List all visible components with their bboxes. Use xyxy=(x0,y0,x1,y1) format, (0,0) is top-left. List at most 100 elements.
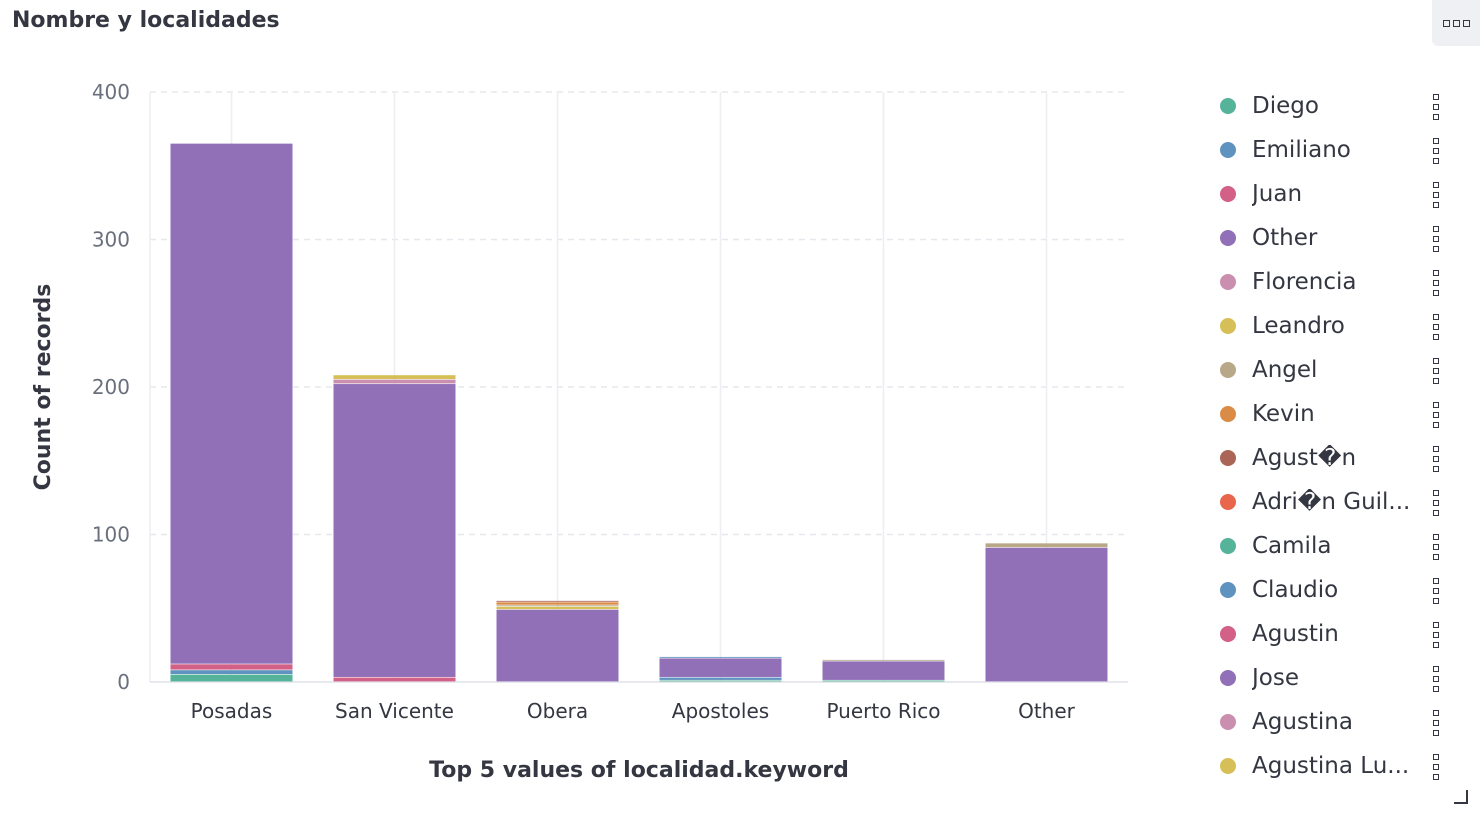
y-tick-label: 200 xyxy=(92,375,130,399)
actions-dot-icon xyxy=(1433,412,1439,418)
legend-item-actions-icon[interactable] xyxy=(1432,402,1440,428)
actions-dot-icon xyxy=(1433,686,1439,692)
actions-dot-icon xyxy=(1433,114,1439,120)
actions-dot-icon xyxy=(1433,324,1439,330)
legend-color-dot-icon xyxy=(1220,494,1236,510)
legend-item-actions-icon[interactable] xyxy=(1432,754,1440,780)
legend-item[interactable]: Emiliano xyxy=(1212,128,1452,172)
legend-item-actions-icon[interactable] xyxy=(1432,94,1440,120)
bar-segment xyxy=(659,656,782,658)
legend-item[interactable]: Angel xyxy=(1212,348,1452,392)
actions-dot-icon xyxy=(1433,138,1439,144)
legend-item-actions-icon[interactable] xyxy=(1432,270,1440,296)
actions-dot-icon xyxy=(1433,622,1439,628)
bar-segment xyxy=(659,677,782,680)
legend-item[interactable]: Camila xyxy=(1212,524,1452,568)
resize-handle-icon[interactable] xyxy=(1454,790,1468,804)
legend-label: Claudio xyxy=(1252,577,1339,603)
legend-item[interactable]: Agustina xyxy=(1212,700,1452,744)
legend-item-actions-icon[interactable] xyxy=(1432,358,1440,384)
actions-dot-icon xyxy=(1433,158,1439,164)
legend-item-actions-icon[interactable] xyxy=(1432,314,1440,340)
y-tick-label: 400 xyxy=(92,80,130,104)
legend-label: Adri�n Guil... xyxy=(1252,489,1411,515)
legend-item-actions-icon[interactable] xyxy=(1432,578,1440,604)
legend-item[interactable]: Diego xyxy=(1212,84,1452,128)
actions-dot-icon xyxy=(1433,720,1439,726)
legend-label: Juan xyxy=(1252,181,1303,207)
bar-segment xyxy=(496,602,619,605)
legend-color-dot-icon xyxy=(1220,538,1236,554)
legend-color-dot-icon xyxy=(1220,582,1236,598)
actions-dot-icon xyxy=(1433,290,1439,296)
panel-title: Nombre y localidades xyxy=(12,8,280,33)
legend-item-actions-icon[interactable] xyxy=(1432,622,1440,648)
legend-color-dot-icon xyxy=(1220,186,1236,202)
legend-color-dot-icon xyxy=(1220,406,1236,422)
panel-options-button[interactable] xyxy=(1432,0,1480,46)
actions-dot-icon xyxy=(1433,490,1439,496)
legend-color-dot-icon xyxy=(1220,758,1236,774)
legend-color-dot-icon xyxy=(1220,230,1236,246)
legend-color-dot-icon xyxy=(1220,142,1236,158)
legend-item-actions-icon[interactable] xyxy=(1432,226,1440,252)
actions-dot-icon xyxy=(1433,754,1439,760)
bar-segment xyxy=(333,375,456,380)
chart-legend: Diego Emiliano Juan Other Florencia Leandro An… xyxy=(1212,84,1452,800)
legend-item[interactable]: Agustin xyxy=(1212,612,1452,656)
legend-item-actions-icon[interactable] xyxy=(1432,534,1440,560)
legend-item-actions-icon[interactable] xyxy=(1432,138,1440,164)
legend-item[interactable]: Florencia xyxy=(1212,260,1452,304)
legend-label: Leandro xyxy=(1252,313,1345,339)
legend-item[interactable]: Agustina Lu... xyxy=(1212,744,1452,788)
actions-dot-icon xyxy=(1433,182,1439,188)
legend-label: Agustina Lu... xyxy=(1252,753,1410,779)
legend-item[interactable]: Agust�n xyxy=(1212,436,1452,480)
bar-segment xyxy=(170,143,293,664)
actions-dot-icon xyxy=(1433,578,1439,584)
actions-dot-icon xyxy=(1433,270,1439,276)
legend-item-actions-icon[interactable] xyxy=(1432,182,1440,208)
legend-label: Florencia xyxy=(1252,269,1357,295)
legend-color-dot-icon xyxy=(1220,626,1236,642)
legend-item[interactable]: Adri�n Guil... xyxy=(1212,480,1452,524)
actions-dot-icon xyxy=(1433,246,1439,252)
legend-color-dot-icon xyxy=(1220,670,1236,686)
actions-dot-icon xyxy=(1433,598,1439,604)
y-tick-label: 300 xyxy=(92,228,130,252)
actions-dot-icon xyxy=(1433,632,1439,638)
actions-dot-icon xyxy=(1433,358,1439,364)
legend-item-actions-icon[interactable] xyxy=(1432,666,1440,692)
legend-item[interactable]: Juan xyxy=(1212,172,1452,216)
actions-dot-icon xyxy=(1433,500,1439,506)
bar-segment xyxy=(333,379,456,384)
legend-item-actions-icon[interactable] xyxy=(1432,710,1440,736)
bar-segment xyxy=(170,664,293,670)
actions-dot-icon xyxy=(1433,554,1439,560)
legend-label: Other xyxy=(1252,225,1318,251)
options-dot-icon xyxy=(1462,19,1470,27)
bar-segment xyxy=(659,680,782,682)
actions-dot-icon xyxy=(1433,280,1439,286)
bar-segment xyxy=(496,600,619,602)
x-axis-title: Top 5 values of localidad.keyword xyxy=(429,758,849,783)
legend-item[interactable]: Kevin xyxy=(1212,392,1452,436)
legend-label: Jose xyxy=(1252,665,1299,691)
legend-item-actions-icon[interactable] xyxy=(1432,490,1440,516)
actions-dot-icon xyxy=(1433,456,1439,462)
legend-color-dot-icon xyxy=(1220,98,1236,114)
actions-dot-icon xyxy=(1433,368,1439,374)
bar-segment xyxy=(985,547,1108,682)
legend-item[interactable]: Claudio xyxy=(1212,568,1452,612)
legend-item-actions-icon[interactable] xyxy=(1432,446,1440,472)
actions-dot-icon xyxy=(1433,378,1439,384)
bar-segment xyxy=(170,674,293,682)
actions-dot-icon xyxy=(1433,226,1439,232)
legend-item[interactable]: Other xyxy=(1212,216,1452,260)
x-tick-label: Puerto Rico xyxy=(826,699,940,723)
legend-item[interactable]: Leandro xyxy=(1212,304,1452,348)
actions-dot-icon xyxy=(1433,774,1439,780)
legend-item[interactable]: Jose xyxy=(1212,656,1452,700)
actions-dot-icon xyxy=(1433,314,1439,320)
actions-dot-icon xyxy=(1433,588,1439,594)
